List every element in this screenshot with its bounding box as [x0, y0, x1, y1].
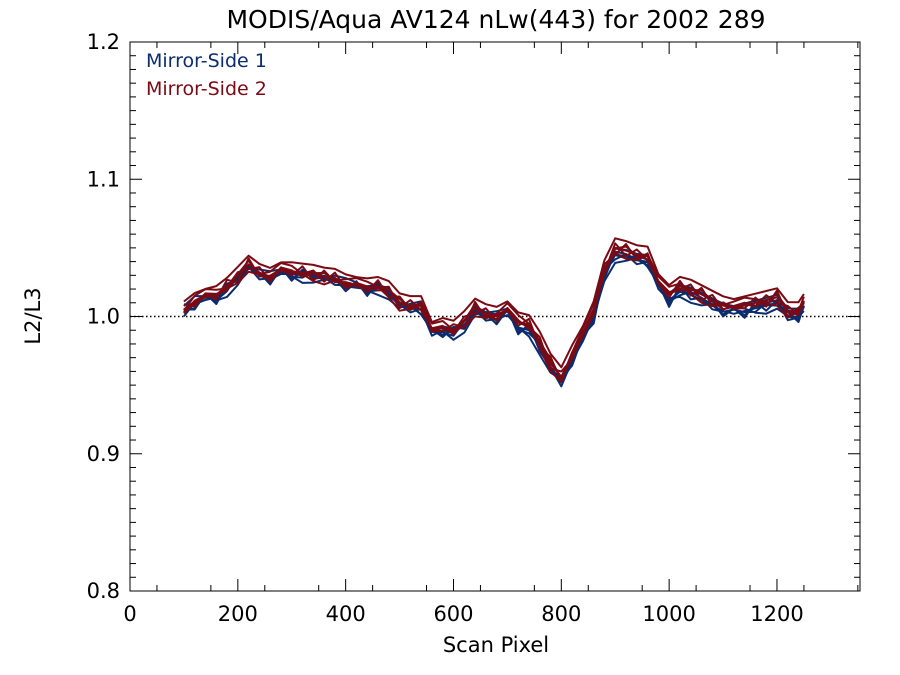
x-tick-label: 200 — [218, 602, 258, 626]
legend-entry-mirror-side-2: Mirror-Side 2 — [146, 78, 267, 100]
legend-entry-mirror-side-1: Mirror-Side 1 — [146, 50, 267, 72]
chart-title: MODIS/Aqua AV124 nLw(443) for 2002 289 — [226, 5, 765, 34]
series-group — [183, 237, 805, 388]
legend: Mirror-Side 1 Mirror-Side 2 — [146, 50, 267, 100]
y-tick-label: 0.8 — [87, 579, 120, 603]
x-tick-label: 0 — [123, 602, 136, 626]
y-tick-label: 0.9 — [87, 442, 120, 466]
series-line-2-6 — [183, 237, 805, 369]
y-tick-label: 1.2 — [87, 30, 120, 54]
x-axis-label: Scan Pixel — [443, 633, 549, 657]
series-line-2-5 — [183, 251, 805, 383]
x-tick-label: 400 — [326, 602, 366, 626]
y-tick-label: 1.1 — [87, 167, 120, 191]
x-tick-label: 600 — [433, 602, 473, 626]
y-axis-label: L2/L3 — [21, 287, 45, 344]
ticks-group: 0 200 400 600 800 1000 1200 0.8 0.9 1.0 1.1 1.2 — [87, 30, 860, 626]
x-tick-label: 1000 — [642, 602, 695, 626]
x-tick-label: 1200 — [750, 602, 803, 626]
plot-frame — [129, 41, 861, 592]
x-tick-label: 800 — [541, 602, 581, 626]
y-tick-label: 1.0 — [87, 305, 120, 329]
series-line-1-6 — [183, 247, 805, 378]
series-line-2-4 — [183, 245, 805, 380]
series-line-2-3 — [183, 242, 805, 373]
